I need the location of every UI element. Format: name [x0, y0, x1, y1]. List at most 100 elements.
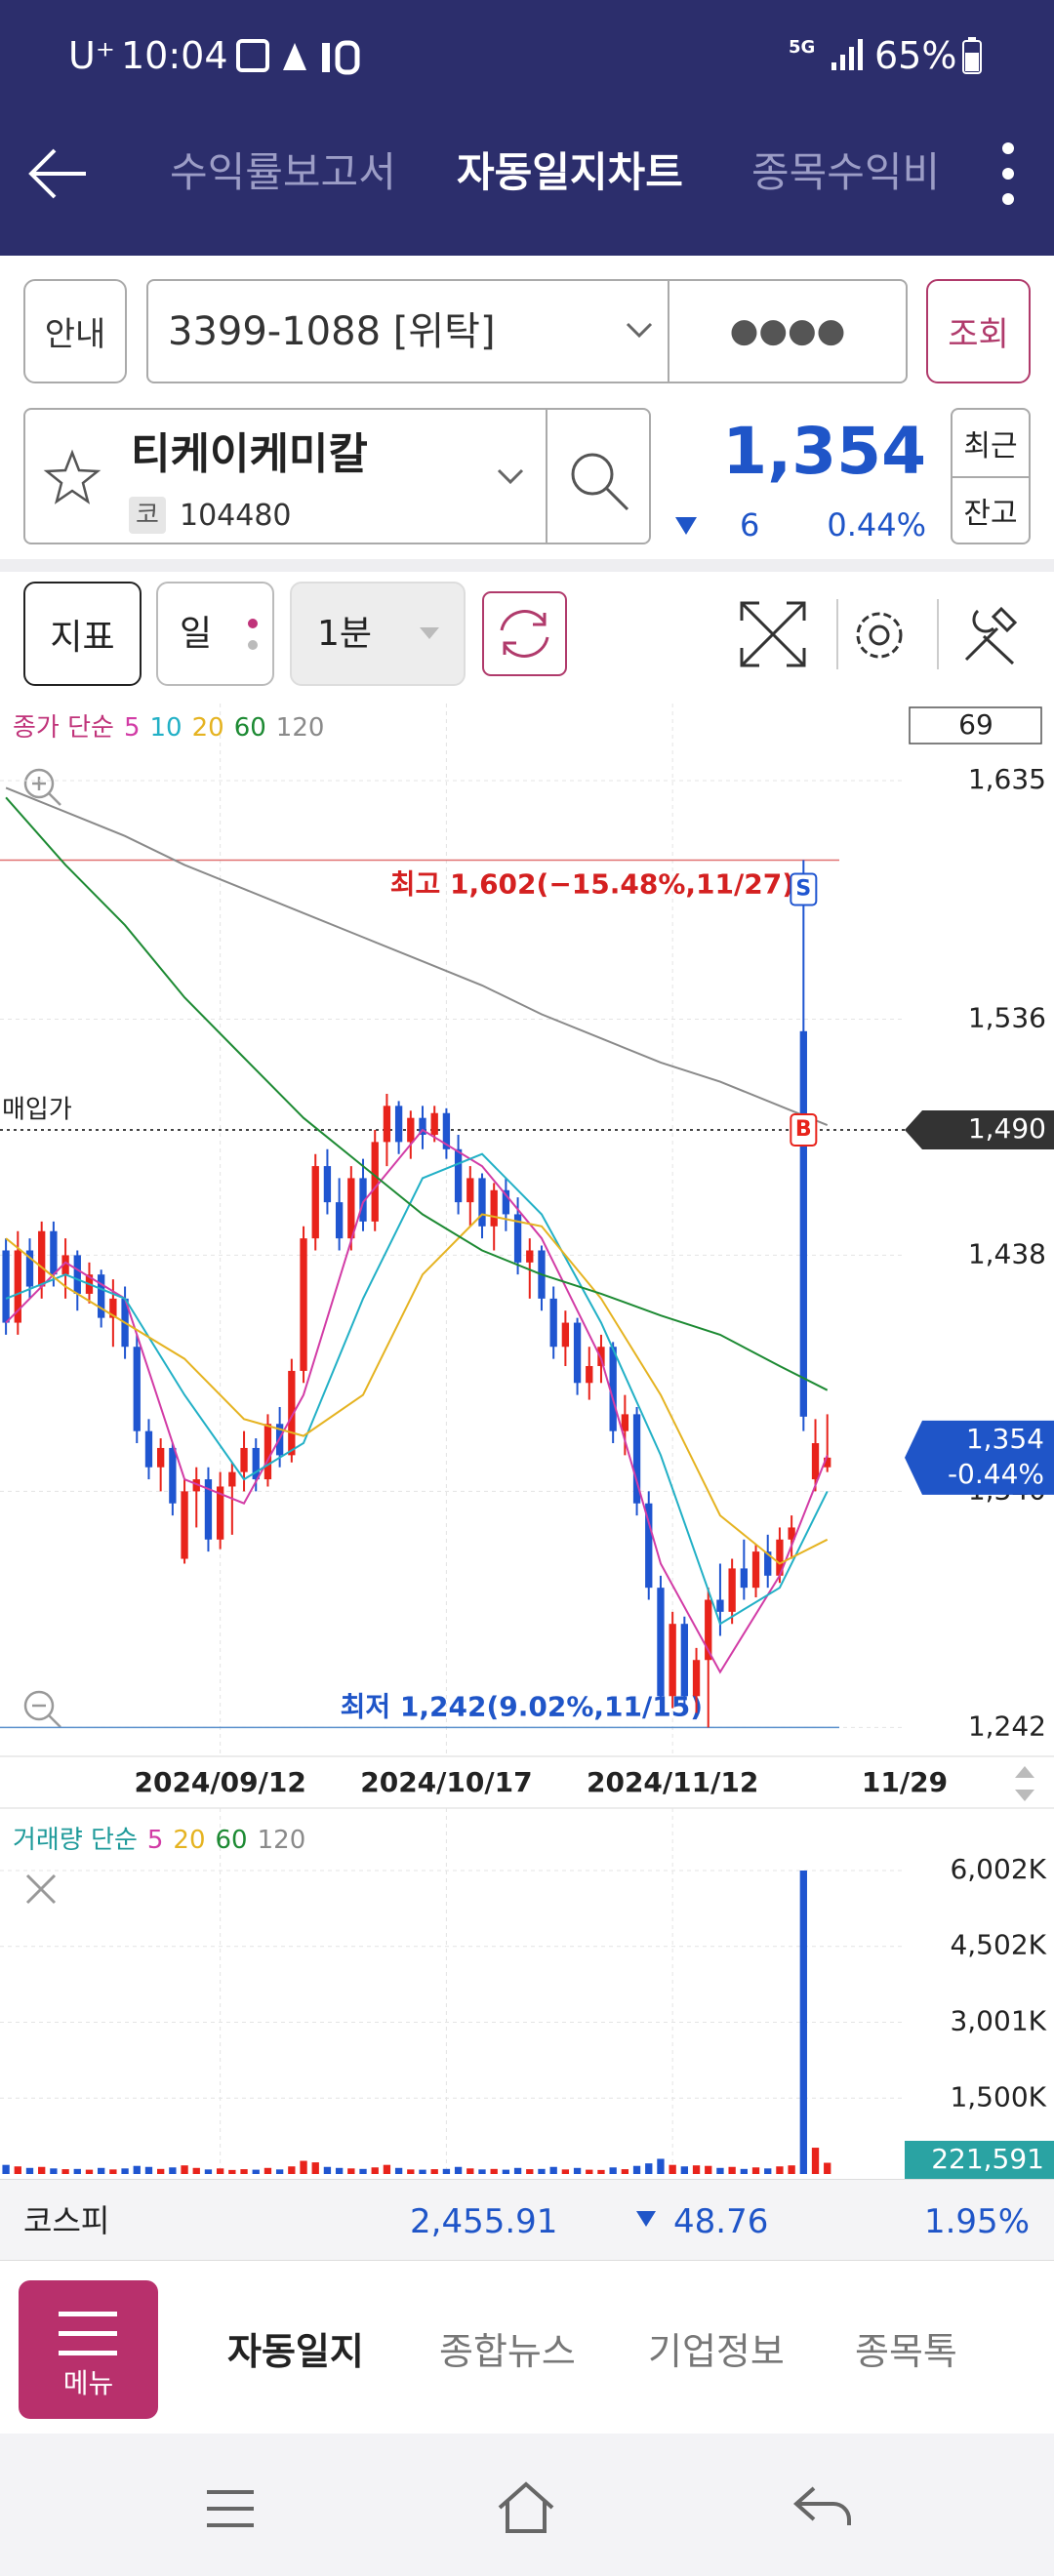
period-select[interactable]: 일	[156, 582, 274, 686]
more-menu[interactable]	[993, 137, 1023, 211]
recent-button[interactable]: 최근	[963, 429, 1018, 463]
dropdown-icon	[626, 322, 653, 339]
ma-line	[5, 1152, 829, 1626]
candle-body	[181, 1491, 188, 1559]
nav-tab-active[interactable]: 자동일지	[227, 2330, 364, 2373]
icon-part	[869, 624, 890, 646]
guide-button[interactable]: 안내	[23, 279, 127, 383]
volume-bar	[394, 2167, 403, 2174]
ma-line	[5, 796, 829, 1391]
back[interactable]	[790, 2482, 855, 2529]
legend-title: 거래량 단순	[13, 1826, 138, 1855]
volume-bar	[85, 2169, 94, 2174]
icon-part	[968, 37, 976, 41]
account-number: 3399-1088 [위탁]	[168, 309, 496, 354]
icon-part	[236, 39, 269, 72]
candle-body	[621, 1414, 629, 1431]
legend-item: 120	[276, 713, 325, 743]
back-button[interactable]	[25, 144, 94, 203]
icon-part	[571, 453, 614, 496]
volume-bar	[632, 2165, 641, 2174]
chart-background	[0, 699, 1054, 2179]
candle-body	[490, 1189, 498, 1227]
stock-select[interactable]: 티케이케미칼 코 104480	[23, 408, 651, 544]
icon-part	[840, 55, 845, 70]
nav-tab[interactable]: 기업정보	[648, 2330, 785, 2373]
nav-tab[interactable]: 종목톡	[855, 2330, 957, 2373]
purchase-tag	[905, 1110, 1054, 1150]
icon-part	[964, 606, 1018, 665]
icon-part	[1002, 168, 1014, 180]
search-button[interactable]	[567, 449, 631, 513]
close-volume[interactable]	[25, 1873, 57, 1905]
visible-count: 69	[958, 708, 993, 741]
scroll-arrows[interactable]	[1015, 1766, 1034, 1801]
volume-bar	[14, 2166, 21, 2174]
balance-button[interactable]: 잔고	[963, 497, 1018, 531]
zoom-in[interactable]	[23, 768, 61, 806]
volume-bar	[669, 2164, 676, 2174]
menu-button[interactable]: 메뉴	[19, 2280, 158, 2419]
volume-bar	[38, 2166, 46, 2174]
icon-part	[32, 1704, 61, 1728]
current-price-change: -0.44%	[948, 1458, 1044, 1490]
volume-bar	[133, 2165, 141, 2174]
count-box	[909, 706, 1042, 745]
candle-body	[192, 1479, 200, 1492]
refresh-button[interactable]	[482, 591, 567, 676]
zoom-out[interactable]	[23, 1690, 61, 1728]
side-buttons: 최근 잔고	[951, 408, 1031, 544]
query-button[interactable]: 조회	[926, 279, 1031, 383]
volume-bar	[621, 2169, 629, 2174]
last-date-label: 11/29	[862, 1766, 948, 1798]
tab[interactable]: 수익률보고서	[170, 148, 396, 196]
candle-body	[14, 1250, 21, 1323]
candle-body	[359, 1178, 367, 1222]
home[interactable]	[494, 2478, 558, 2537]
recent-apps[interactable]	[203, 2488, 258, 2529]
separator	[0, 559, 1054, 572]
dropdown-icon	[497, 468, 524, 485]
fullscreen-button[interactable]	[738, 599, 808, 669]
volume-bar	[716, 2167, 724, 2174]
password[interactable]: ●●●●	[729, 311, 846, 350]
icon-part	[43, 449, 101, 504]
icon-part	[792, 2486, 851, 2525]
tools-button[interactable]	[958, 603, 1021, 667]
favorite-star[interactable]	[43, 449, 101, 507]
volume-bar	[513, 2167, 522, 2174]
nav-tab[interactable]: 종합뉴스	[439, 2330, 576, 2373]
tab[interactable]: 종목수익비	[751, 152, 941, 193]
stock-name: 티케이케미칼	[131, 429, 368, 479]
volume-bar	[597, 2169, 605, 2174]
account-select[interactable]: 3399-1088 [위탁] ●●●●	[146, 279, 908, 383]
network-type: 5G	[789, 37, 816, 58]
candle-body	[371, 1142, 379, 1222]
chart-area: 1,6351,5361,4381,3401,2422024/09/122024/…	[0, 699, 1054, 2179]
legend-item: 60	[234, 713, 266, 743]
indicator-button[interactable]: 지표	[23, 582, 142, 686]
candle-body	[799, 1030, 807, 1417]
candle-body	[394, 1106, 403, 1143]
candle-body	[776, 1539, 784, 1576]
candle-body	[133, 1347, 141, 1431]
settings-button[interactable]	[849, 605, 910, 665]
icon-part	[32, 777, 61, 806]
candle-body	[144, 1430, 153, 1468]
index-name: 코스피	[23, 2202, 110, 2239]
divider	[836, 599, 838, 669]
interval-select[interactable]: 1분	[290, 582, 466, 686]
purchase-value: 1,490	[968, 1112, 1046, 1145]
icon-part	[605, 487, 629, 511]
menu-line	[59, 2312, 117, 2316]
volume-bar	[502, 2169, 510, 2174]
volume-bar	[811, 2148, 820, 2174]
legend-item: 20	[173, 1826, 205, 1855]
candle-body	[609, 1347, 617, 1431]
candle-body	[788, 1527, 795, 1540]
current-price: 1,354	[722, 414, 926, 489]
volume-bar	[300, 2160, 307, 2174]
tab-active[interactable]: 자동일지차트	[457, 148, 683, 196]
volume-bar	[240, 2169, 248, 2174]
candle-body	[419, 1117, 426, 1135]
